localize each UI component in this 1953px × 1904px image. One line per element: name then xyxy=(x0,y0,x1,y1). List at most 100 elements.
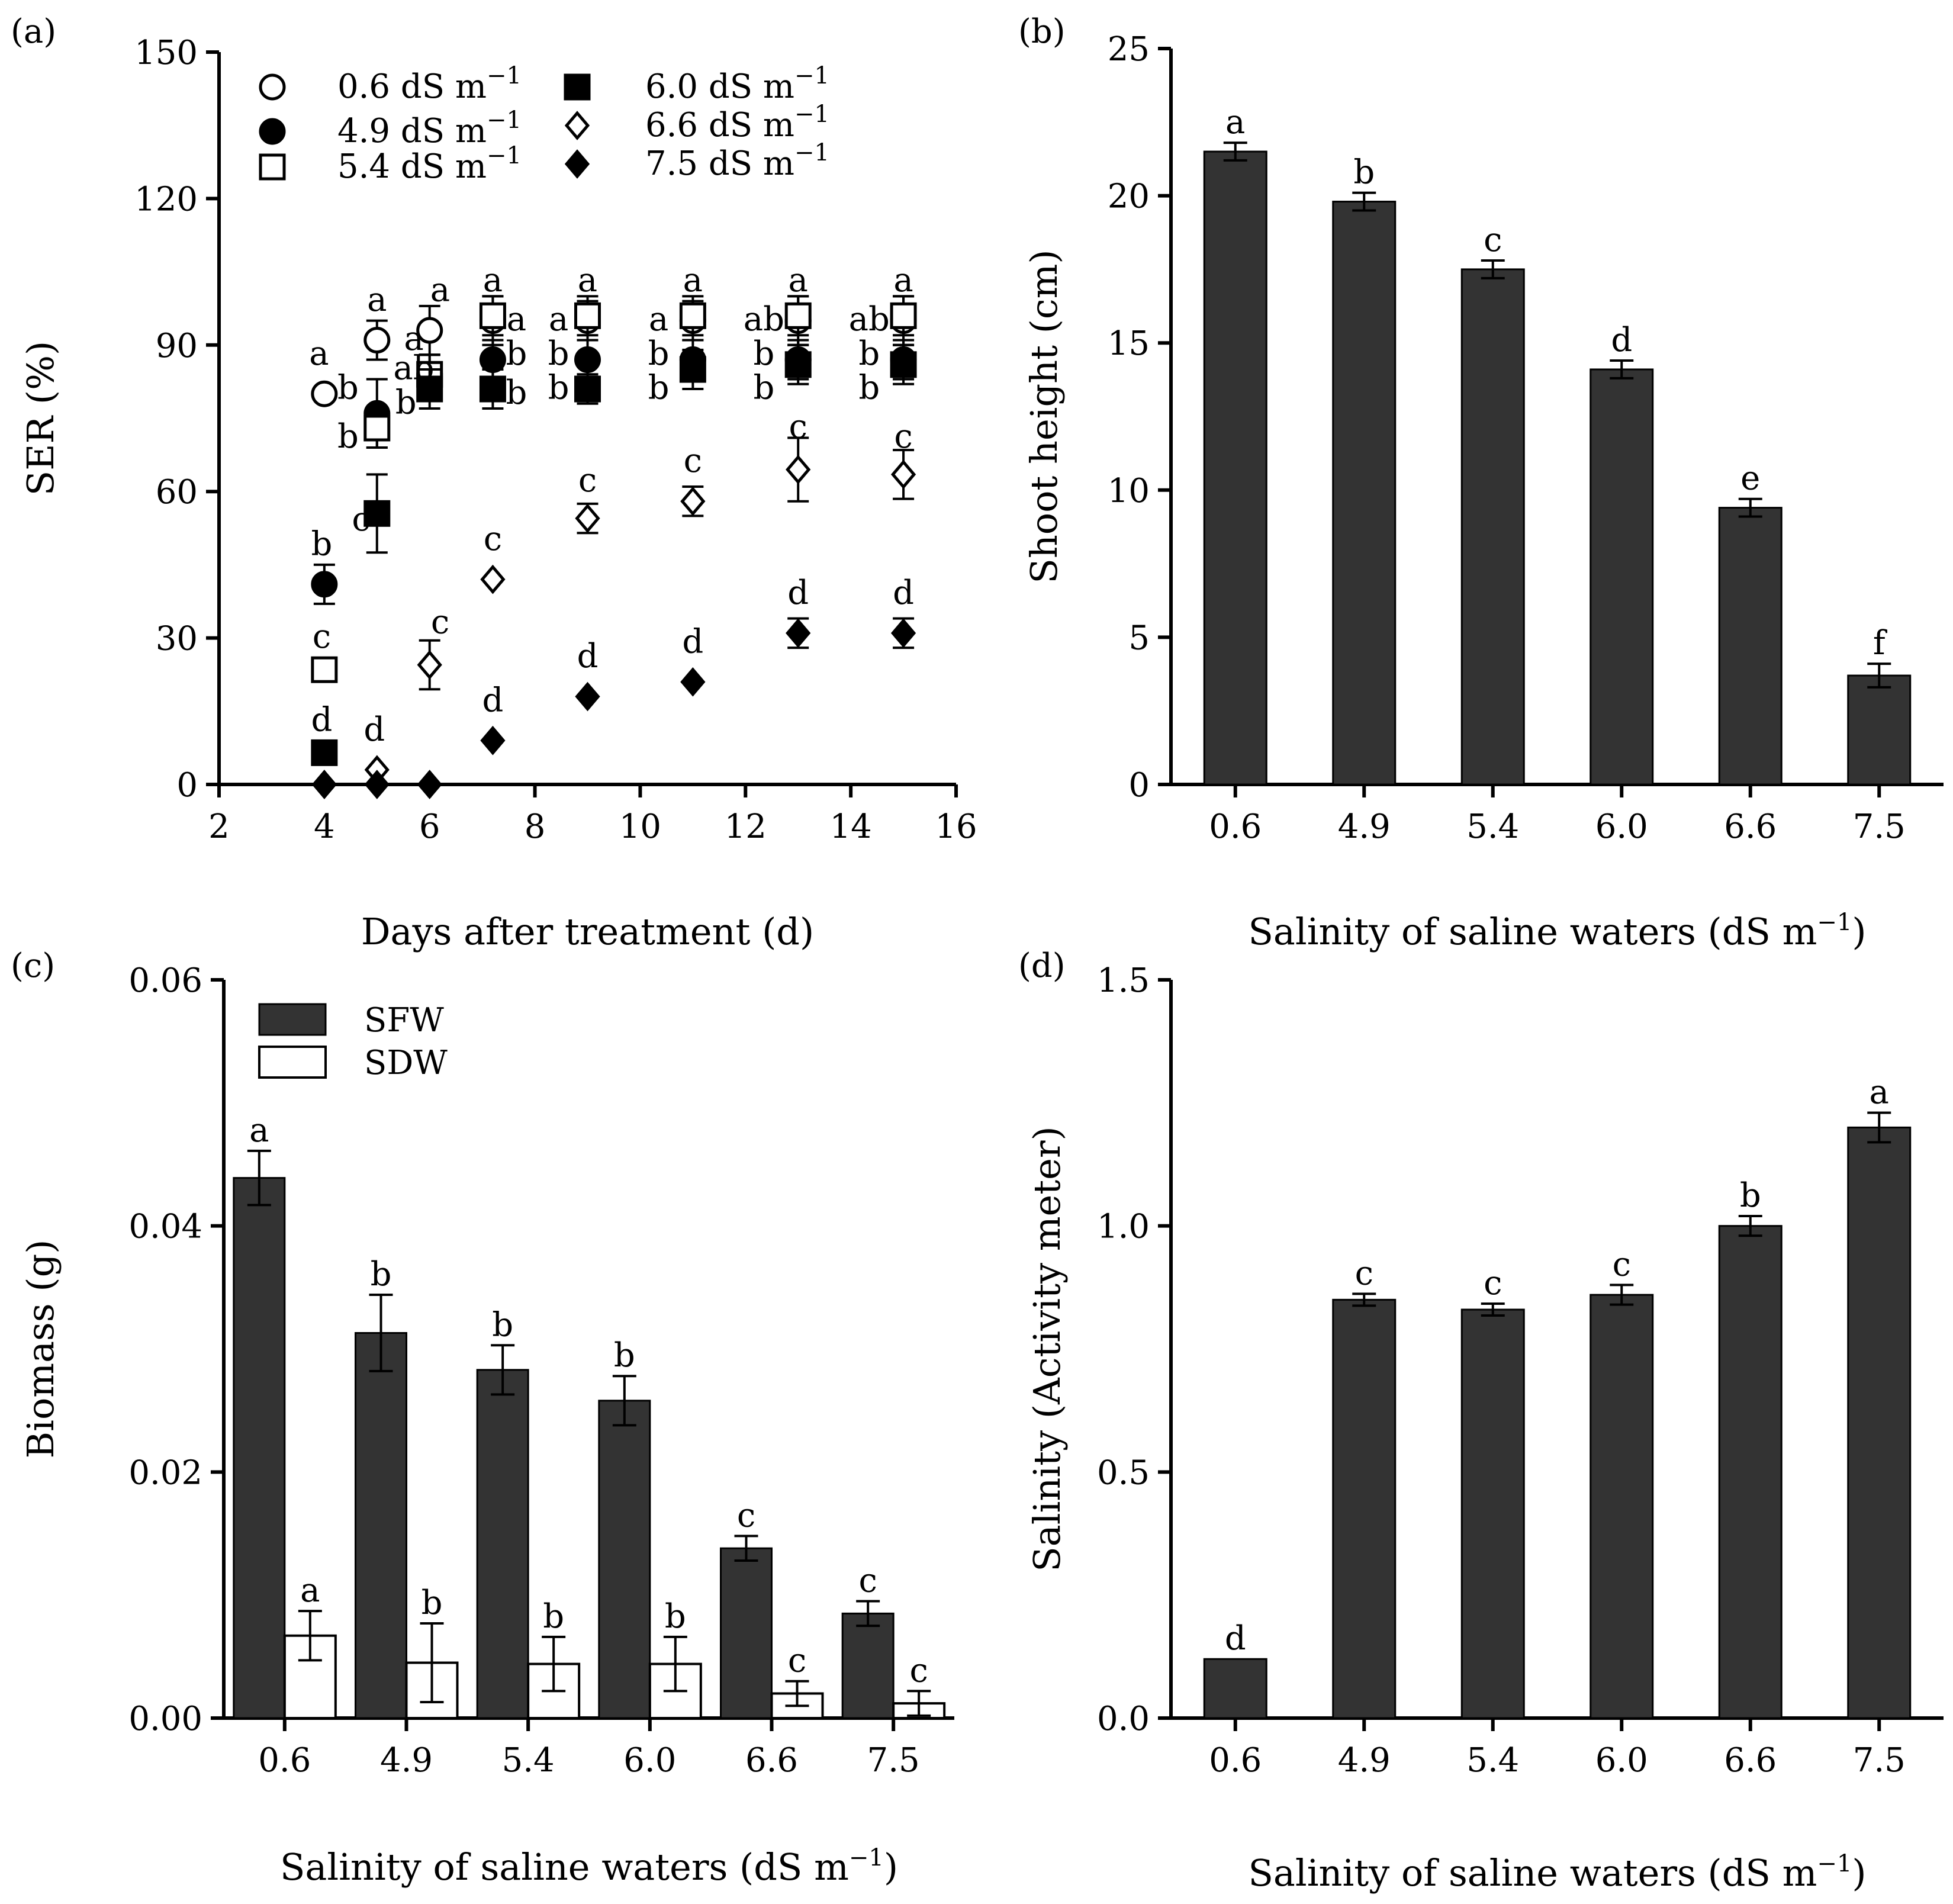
data-point xyxy=(890,459,916,490)
x-tick-label: 6.6 xyxy=(1724,808,1777,846)
x-tick-label: 10 xyxy=(619,808,661,846)
y-tick-label: 0.06 xyxy=(128,961,202,1000)
data-point xyxy=(890,302,917,329)
y-tick-label: 120 xyxy=(134,180,198,218)
data-point xyxy=(574,346,601,374)
bar-sfw xyxy=(720,1547,773,1719)
significance-letter: c xyxy=(909,1651,928,1690)
x-tick-label: 6 xyxy=(419,808,440,846)
data-point xyxy=(890,351,917,378)
data-point xyxy=(786,618,811,648)
data-point xyxy=(311,770,337,799)
data-point xyxy=(416,317,443,344)
significance-letter: d xyxy=(482,681,503,719)
y-tick-label: 25 xyxy=(1108,30,1150,69)
panel-label: (a) xyxy=(11,12,56,51)
x-tick-label: 6.6 xyxy=(745,1741,798,1780)
data-point xyxy=(784,302,812,329)
significance-letter: b xyxy=(648,335,670,373)
legend-label: 6.0 dS m−1 xyxy=(645,62,829,106)
legend-swatch-sfw xyxy=(258,1003,327,1036)
bar-sfw xyxy=(233,1177,286,1719)
legend-marker xyxy=(564,111,590,140)
x-tick-label: 6.0 xyxy=(623,1741,676,1780)
legend: SFW SDW xyxy=(258,1001,448,1082)
significance-letter: b xyxy=(506,335,527,373)
significance-letter: d xyxy=(577,637,599,676)
significance-letter: b xyxy=(311,525,332,563)
y-axis-title: Salinity (Activity meter) xyxy=(1025,1126,1069,1571)
y-axis-title: Biomass (g) xyxy=(19,1240,62,1459)
panel-label: (d) xyxy=(1018,947,1066,985)
x-tick-label: 4.9 xyxy=(1338,808,1391,846)
significance-letter: e xyxy=(1740,459,1760,498)
y-tick-label: 1.5 xyxy=(1097,961,1150,1000)
significance-letter: b xyxy=(753,335,774,373)
y-tick-label: 20 xyxy=(1108,178,1150,216)
data-point xyxy=(679,356,706,383)
significance-letter: c xyxy=(484,520,502,558)
y-axis-title: SER (%) xyxy=(19,341,62,496)
significance-letter: a xyxy=(367,281,387,319)
bar xyxy=(1460,1308,1525,1719)
significance-letter: a xyxy=(404,320,423,358)
legend-label: 5.4 dS m−1 xyxy=(337,142,522,186)
significance-letter: c xyxy=(1484,221,1502,259)
data-point xyxy=(680,667,706,697)
legend-marker xyxy=(259,73,286,101)
y-tick-label: 10 xyxy=(1108,472,1150,510)
panel-label: (b) xyxy=(1018,12,1066,51)
significance-letter: b xyxy=(337,417,359,456)
data-point xyxy=(311,380,338,407)
significance-letter: b xyxy=(395,383,417,422)
bar-sfw xyxy=(355,1331,407,1719)
y-tick-label: 60 xyxy=(156,473,198,512)
significance-letter: f xyxy=(1873,624,1888,662)
significance-letter: a xyxy=(507,300,526,339)
significance-letter: a xyxy=(683,261,703,300)
data-point xyxy=(363,414,391,442)
significance-letter: a xyxy=(549,300,568,339)
bar xyxy=(1590,1294,1654,1719)
bar xyxy=(1203,150,1267,786)
bar-sfw xyxy=(476,1369,529,1719)
significance-letter: a xyxy=(249,1111,269,1150)
significance-letter: a xyxy=(1870,1073,1889,1111)
significance-letter: ab xyxy=(393,349,434,388)
significance-letter: b xyxy=(543,1597,564,1636)
bar xyxy=(1460,268,1525,786)
bar-sfw xyxy=(841,1612,895,1719)
data-point xyxy=(417,770,442,799)
x-axis-title: Salinity of saline waters (dS m−1) xyxy=(1248,909,1866,953)
significance-letter: c xyxy=(1484,1264,1502,1302)
panel-b-shoot-height-bars: (b) 0 5 10 15 20 25 0.6 4.9 5.4 6.0 6.6 7.5 Salinity … xyxy=(1018,12,1944,953)
significance-letter: b xyxy=(614,1336,635,1375)
y-axis-title: Shoot height (cm) xyxy=(1022,249,1066,583)
data-point xyxy=(575,681,600,712)
legend-label: 0.6 dS m−1 xyxy=(337,62,522,106)
significance-letter: b xyxy=(648,369,670,407)
y-tick-label: 150 xyxy=(134,34,198,72)
legend-marker xyxy=(259,153,286,181)
x-tick-label: 6.0 xyxy=(1595,808,1648,846)
data-point xyxy=(479,375,506,403)
x-tick-label: 7.5 xyxy=(1853,808,1906,846)
x-tick-label: 5.4 xyxy=(502,1741,555,1780)
significance-letter: d xyxy=(1225,1619,1246,1658)
significance-letter: a xyxy=(430,271,450,310)
significance-letter: b xyxy=(422,1584,443,1622)
data-point xyxy=(364,770,390,799)
x-tick-label: 0.6 xyxy=(258,1741,311,1780)
y-tick-label: 0.0 xyxy=(1097,1700,1150,1738)
data-point xyxy=(575,503,600,533)
x-axis-title: Days after treatment (d) xyxy=(361,910,814,953)
significance-letter: b xyxy=(858,369,880,407)
data-point xyxy=(480,564,506,594)
bar xyxy=(1590,368,1654,786)
y-tick-label: 15 xyxy=(1108,324,1150,363)
significance-letter: b xyxy=(548,369,570,407)
data-point xyxy=(784,351,812,378)
legend-swatch-sdw xyxy=(258,1046,327,1079)
x-tick-label: 7.5 xyxy=(1853,1741,1906,1780)
significance-letter: c xyxy=(788,1642,806,1680)
